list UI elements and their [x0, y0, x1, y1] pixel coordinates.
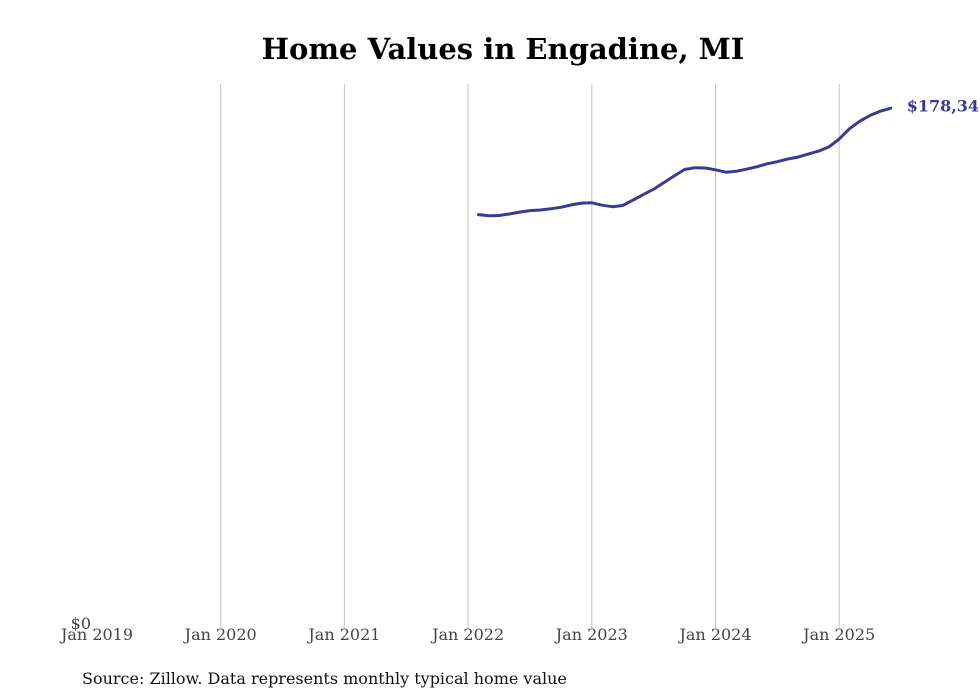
x-tick-label: Jan 2019 [59, 625, 133, 644]
y-axis-ticks: $0 [71, 614, 91, 633]
gridlines [220, 84, 840, 628]
source-note: Source: Zillow. Data represents monthly … [82, 669, 567, 688]
series-line [476, 106, 893, 218]
x-tick-label: Jan 2025 [801, 625, 875, 644]
x-axis-ticks: Jan 2019 Jan 2020 Jan 2021 Jan 2022 Jan 2023… [59, 625, 875, 644]
series-lines [476, 106, 893, 218]
x-tick-label: Jan 2021 [306, 625, 380, 644]
x-tick-label: Jan 2024 [677, 625, 751, 644]
y-tick-label: $0 [71, 614, 91, 633]
x-tick-label: Jan 2023 [554, 625, 628, 644]
chart-title: Home Values in Engadine, MI [262, 32, 745, 66]
x-tick-label: Jan 2022 [430, 625, 504, 644]
end-value-label: $178,343 [907, 97, 980, 116]
x-tick-label: Jan 2020 [183, 625, 257, 644]
